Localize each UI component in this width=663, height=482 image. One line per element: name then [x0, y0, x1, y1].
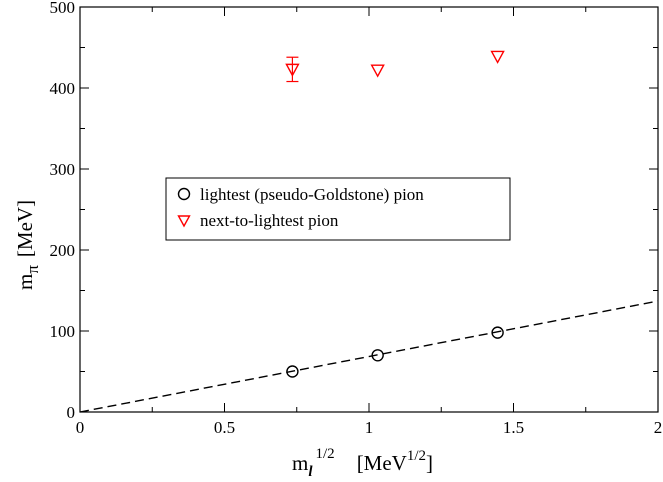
- x-tick-label: 1: [365, 418, 374, 437]
- fit-line: [79, 300, 659, 413]
- point-triangle: [285, 63, 300, 77]
- x-tick-label: 2: [654, 418, 663, 437]
- y-tick-label: 100: [50, 322, 76, 341]
- legend-marker-triangle: [177, 215, 191, 228]
- x-tick-label: 1.5: [503, 418, 524, 437]
- y-axis-title: mπ[MeV]: [13, 200, 42, 290]
- legend-label-series-2: next-to-lightest pion: [200, 211, 339, 230]
- y-tick-label: 300: [50, 160, 76, 179]
- y-tick-label: 0: [67, 403, 76, 422]
- fit-line-group: [79, 300, 659, 413]
- legend-box: [165, 177, 511, 241]
- y-tick-label: 500: [50, 0, 76, 17]
- point-triangle: [490, 50, 505, 64]
- axis-ticks: 0 0.5 1 1.5 2 0 100 200 300 400 500: [50, 0, 663, 437]
- point-triangle: [370, 64, 385, 78]
- legend: lightest (pseudo-Goldstone) pion next-to…: [165, 177, 511, 241]
- point-circle: [491, 326, 504, 339]
- y-tick-label: 400: [50, 79, 76, 98]
- y-tick-label: 200: [50, 241, 76, 260]
- x-axis-title: ml1/2 [MeV1/2]: [292, 446, 433, 480]
- point-circle: [286, 365, 299, 378]
- x-tick-label: 0: [76, 418, 85, 437]
- legend-marker-circle: [177, 187, 191, 201]
- x-tick-label: 0.5: [214, 418, 235, 437]
- legend-label-series-1: lightest (pseudo-Goldstone) pion: [200, 185, 424, 204]
- point-circle: [371, 349, 384, 362]
- data-points: [285, 50, 505, 378]
